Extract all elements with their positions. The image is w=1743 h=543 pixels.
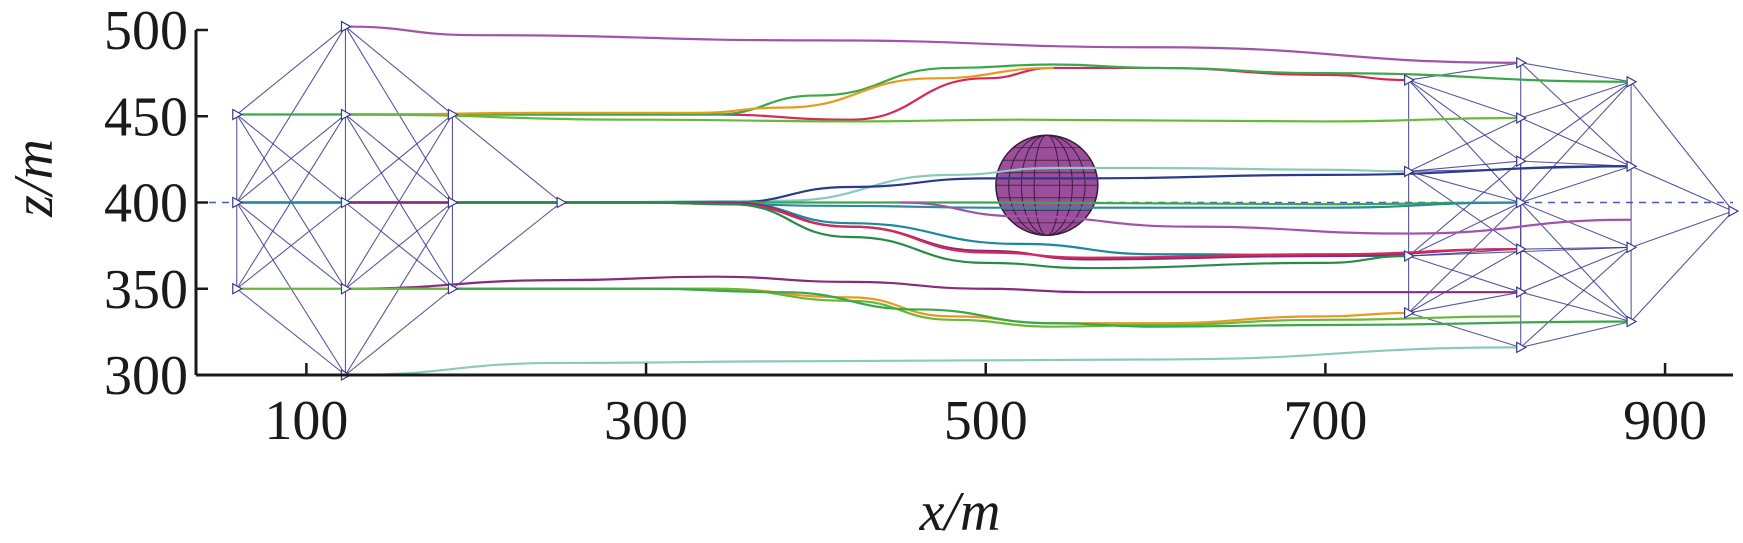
end-formation-node	[1516, 155, 1527, 168]
end-formation-edge	[1520, 320, 1632, 348]
end-formation-edge	[1408, 117, 1521, 172]
end-formation-edge	[1408, 255, 1521, 293]
end-formation-edge	[1520, 246, 1632, 348]
end-formation-node	[1404, 74, 1415, 87]
end-formation-edge	[1520, 202, 1632, 322]
end-formation-edge	[1520, 201, 1632, 248]
end-formation-edge	[1408, 248, 1521, 314]
end-formation-edge	[1520, 81, 1632, 119]
end-formation-node	[1516, 286, 1527, 299]
start-formation-node	[232, 108, 243, 121]
end-formation-edge	[1520, 291, 1632, 323]
end-formation-edge	[1520, 246, 1632, 293]
end-formation-node	[1626, 241, 1638, 254]
x-tick-label: 900	[1623, 390, 1707, 452]
end-formation-edge	[1408, 202, 1521, 257]
end-formation-node	[1626, 315, 1638, 328]
trajectory-line	[236, 63, 1632, 116]
start-formation-edge	[345, 26, 453, 115]
end-formation-edge	[1630, 210, 1734, 322]
start-formation-node	[232, 282, 243, 295]
trajectory-line	[899, 201, 1632, 235]
start-formation-node	[447, 282, 459, 295]
trajectory-line	[452, 201, 1409, 270]
trajectory-line	[345, 346, 1521, 377]
trajectory-line	[345, 25, 1521, 64]
end-formation-node	[1516, 341, 1527, 354]
end-formation-edge	[1408, 160, 1521, 172]
start-formation-node	[447, 108, 459, 121]
end-formation-edge	[1408, 291, 1521, 314]
end-formation-node	[1626, 160, 1638, 173]
end-formation-edge	[1408, 79, 1522, 162]
x-tick-label: 700	[1283, 390, 1367, 452]
y-tick-label: 350	[104, 259, 188, 321]
end-formation-edge	[1630, 165, 1734, 212]
x-tick-label: 500	[944, 390, 1028, 452]
start-formation-node	[340, 282, 352, 295]
trajectory-line	[452, 201, 1521, 259]
end-formation-edge	[1520, 165, 1632, 204]
axes: 100 300 500 700 900 300 350 400 450 500	[104, 0, 1733, 452]
start-formation-edge	[236, 114, 346, 203]
end-formation-node	[1516, 196, 1527, 209]
trajectory-line	[345, 201, 1521, 261]
y-tick-label: 500	[104, 0, 188, 62]
start-formation-edge	[236, 202, 346, 290]
start-formation-node	[232, 196, 243, 209]
sphere-meridian	[1008, 134, 1086, 236]
x-tick-label: 300	[604, 390, 688, 452]
end-formation-edge	[1520, 81, 1632, 203]
end-formation-edge	[1520, 248, 1632, 322]
end-formation-edge	[1408, 202, 1522, 314]
start-formation-node	[556, 196, 568, 209]
trajectory-line	[452, 287, 1632, 328]
end-formation-edge	[1408, 170, 1522, 250]
start-formation-edge	[345, 288, 453, 376]
y-axis-label: z/m	[3, 139, 65, 218]
trajectory-line	[236, 201, 1409, 258]
start-formation-node	[340, 108, 352, 121]
start-formation-node	[340, 20, 352, 33]
start-formation-edge	[236, 26, 346, 115]
end-formation-edge	[1520, 62, 1632, 83]
y-tick-label: 300	[104, 345, 188, 407]
end-formation-edge	[1408, 160, 1522, 257]
end-formation-node	[1626, 75, 1638, 88]
trajectory-line	[345, 66, 1054, 116]
plot-area	[196, 20, 1740, 382]
end-formation-edge	[1520, 62, 1632, 167]
end-formation-edge	[1408, 79, 1522, 203]
end-formation-edge	[1520, 81, 1632, 162]
start-formation-edge	[345, 114, 453, 203]
end-formation-node	[1404, 249, 1415, 262]
obstacle-sphere	[995, 134, 1099, 237]
start-formation-node	[340, 196, 352, 209]
end-formation-edge	[1408, 62, 1521, 81]
end-formation-node	[1404, 165, 1415, 178]
y-tick-label: 450	[104, 86, 188, 148]
start-formation-node	[447, 196, 459, 209]
trajectory-line	[345, 113, 1521, 123]
start-formation-edge	[452, 202, 562, 290]
start-formation-edge	[236, 288, 346, 376]
end-formation-node	[1516, 111, 1527, 124]
end-formation-edge	[1630, 210, 1734, 248]
end-formation-edge	[1630, 81, 1734, 212]
x-tick-label: 100	[264, 390, 348, 452]
y-tick-label: 400	[104, 173, 188, 235]
end-formation-edge	[1408, 79, 1521, 119]
end-formation-node	[1728, 205, 1740, 218]
start-formation-edge	[452, 114, 562, 203]
trajectory-line	[345, 275, 1521, 294]
end-formation-node	[1516, 243, 1527, 256]
end-formation-node	[1404, 306, 1415, 319]
end-formation-node	[1516, 56, 1527, 69]
start-formation-edge	[345, 202, 453, 290]
x-axis-label: x/m	[919, 481, 1001, 543]
end-formation-edge	[1408, 170, 1521, 204]
trajectory-line	[561, 166, 1409, 204]
